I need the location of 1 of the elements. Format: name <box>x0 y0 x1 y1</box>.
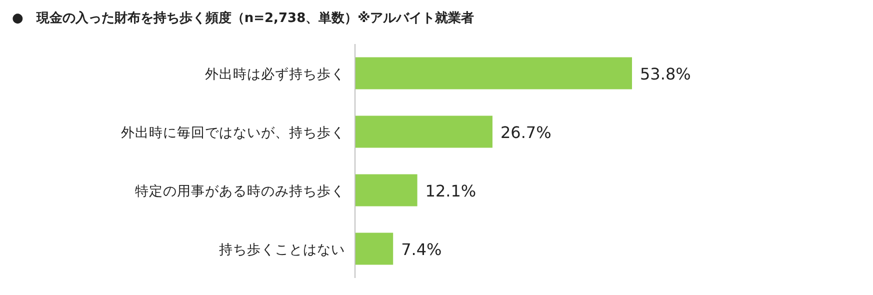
title: ● 現金の入った財布を持ち歩く頻度（n=2,738、単数）※アルバイト就業者 <box>12 11 474 26</box>
